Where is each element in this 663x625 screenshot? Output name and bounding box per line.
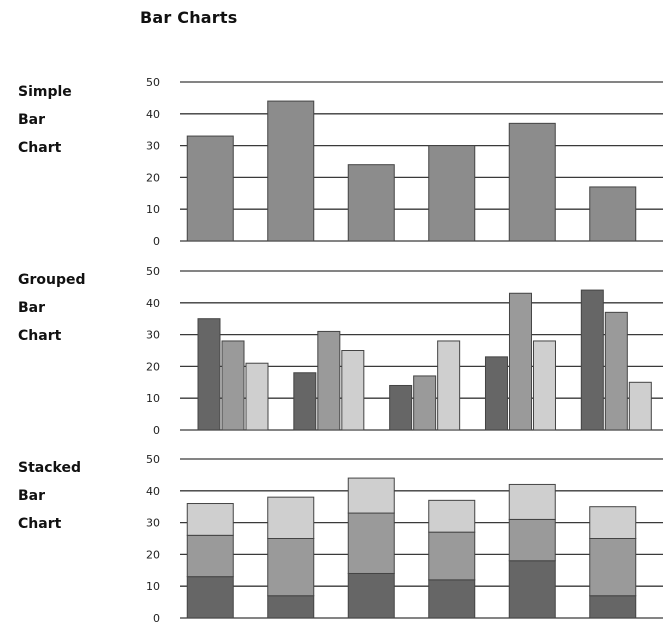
grouped-y-tick-label: 10	[146, 392, 160, 405]
stacked-bar-segment	[428, 579, 476, 619]
stacked-y-tick-label: 40	[146, 485, 160, 498]
grouped-bar	[413, 375, 437, 431]
grouped-bar	[484, 356, 508, 431]
simple-bar	[186, 135, 234, 242]
grouped-chart-label: Grouped Bar Chart	[18, 266, 118, 350]
grouped-bar	[628, 381, 652, 431]
grouped-bar	[293, 372, 317, 431]
stacked-bar-segment	[428, 531, 476, 581]
grouped-bar	[389, 384, 413, 431]
grouped-y-tick-label: 30	[146, 329, 160, 342]
grouped-bar	[508, 292, 532, 431]
simple-bar	[267, 100, 315, 242]
stacked-bar-segment	[347, 572, 395, 619]
grouped-bar	[604, 311, 628, 431]
stacked-bar-segment	[508, 518, 556, 562]
simple-bar	[508, 122, 556, 242]
grouped-bar	[317, 330, 341, 431]
stacked-bar-segment	[589, 538, 637, 597]
grouped-bar	[221, 340, 245, 431]
stacked-chart-label-line: Stacked	[18, 460, 81, 476]
grouped-y-tick-label: 0	[153, 424, 160, 437]
grouped-bar	[197, 318, 221, 431]
stacked-bar-segment	[347, 477, 395, 514]
simple-y-tick-label: 20	[146, 171, 160, 184]
grouped-bar	[245, 362, 269, 431]
simple-y-tick-label: 0	[153, 235, 160, 248]
simple-chart-label-line: Chart	[18, 140, 62, 156]
simple-chart-label-line: Simple	[18, 84, 72, 100]
grouped-chart-label-line: Chart	[18, 328, 62, 344]
grouped-y-tick-label: 50	[146, 265, 160, 278]
stacked-y-tick-label: 0	[153, 612, 160, 625]
stacked-y-tick-label: 20	[146, 548, 160, 561]
simple-y-tick-label: 10	[146, 203, 160, 216]
simple-y-tick-label: 30	[146, 140, 160, 153]
stacked-chart-label-line: Bar	[18, 488, 46, 504]
simple-chart-label: Simple Bar Chart	[18, 78, 118, 162]
stacked-bar-segment	[428, 499, 476, 533]
stacked-bar-segment	[186, 576, 234, 619]
stacked-bar-segment	[589, 506, 637, 540]
simple-bar	[347, 164, 395, 242]
grouped-bar	[437, 340, 461, 431]
stacked-y-tick-label: 30	[146, 517, 160, 530]
page-title: Bar Charts	[140, 8, 238, 27]
stacked-bar-segment	[186, 503, 234, 536]
stacked-bar-segment	[347, 512, 395, 574]
grouped-chart-label-line: Grouped	[18, 272, 86, 288]
simple-bar	[428, 145, 476, 242]
grouped-chart-label-line: Bar	[18, 300, 46, 316]
grouped-bar	[532, 340, 556, 431]
stacked-bar-segment	[267, 496, 315, 540]
simple-bar	[589, 186, 637, 242]
stacked-y-tick-label: 50	[146, 453, 160, 466]
stacked-chart-label-line: Chart	[18, 516, 62, 532]
stacked-bar-segment	[267, 538, 315, 597]
stacked-bar-segment	[508, 483, 556, 520]
simple-y-tick-label: 50	[146, 76, 160, 89]
stacked-y-tick-label: 10	[146, 580, 160, 593]
simple-chart-label-line: Bar	[18, 112, 46, 128]
grouped-y-tick-label: 40	[146, 297, 160, 310]
grouped-bar	[341, 350, 365, 431]
stacked-bar-segment	[589, 595, 637, 619]
stacked-bar-segment	[267, 595, 315, 619]
stacked-bar-segment	[186, 534, 234, 578]
grouped-y-tick-label: 20	[146, 360, 160, 373]
stacked-chart-label: Stacked Bar Chart	[18, 454, 118, 538]
grouped-bar	[580, 289, 604, 431]
simple-y-tick-label: 40	[146, 108, 160, 121]
stacked-bar-segment	[508, 560, 556, 619]
